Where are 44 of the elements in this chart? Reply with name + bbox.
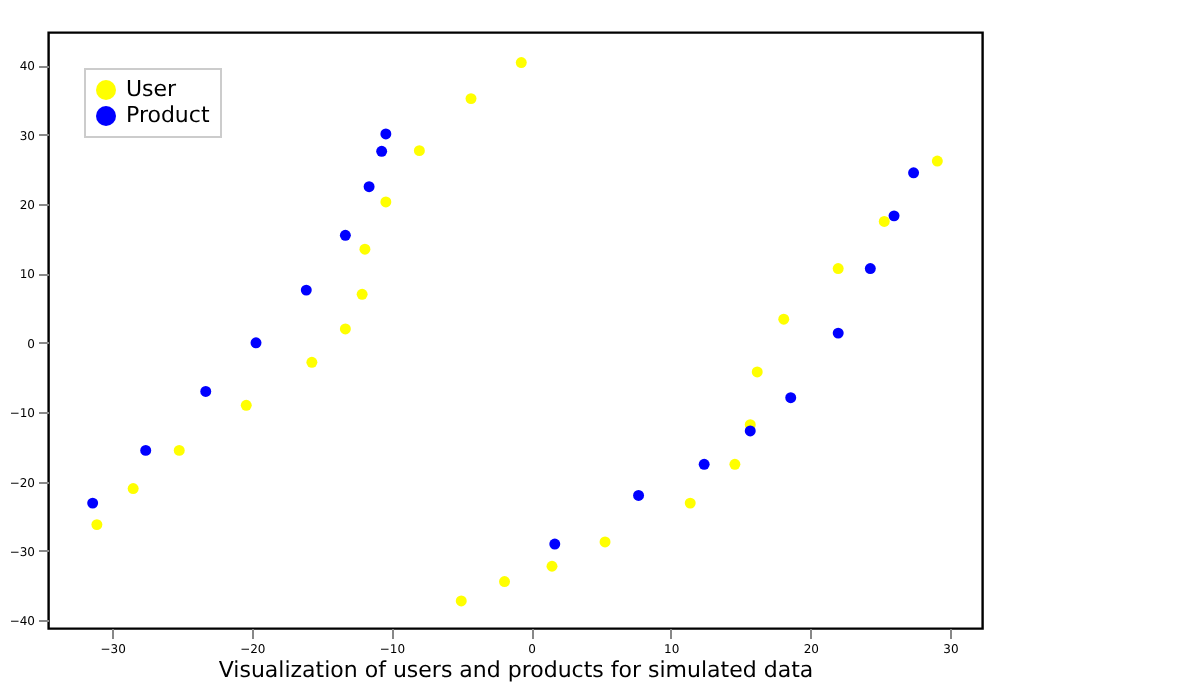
point (339, 323, 351, 335)
point (465, 93, 477, 105)
point (91, 519, 103, 531)
point (306, 356, 318, 368)
point (240, 399, 252, 411)
point (698, 458, 710, 470)
point (356, 288, 368, 300)
point (549, 538, 561, 550)
point (515, 57, 527, 68)
point (908, 167, 920, 179)
point (359, 243, 371, 255)
point (380, 196, 392, 208)
point (455, 595, 467, 607)
point (744, 425, 756, 437)
point (173, 444, 185, 456)
point (633, 490, 645, 501)
point (413, 145, 425, 157)
point (376, 145, 388, 157)
point (785, 392, 797, 404)
legend-label: Product (126, 102, 211, 128)
point (127, 483, 139, 495)
point (363, 181, 375, 193)
point (300, 284, 312, 296)
x-axis-title: Visualization of users and products for simulated data (218, 657, 814, 683)
point (931, 155, 943, 167)
point (546, 560, 558, 572)
point (751, 366, 763, 378)
point (832, 263, 844, 275)
point (380, 128, 392, 140)
point (878, 215, 890, 227)
legend-label: User (126, 76, 178, 102)
point (599, 536, 611, 548)
point (684, 497, 696, 509)
point (87, 497, 99, 509)
point (864, 263, 876, 275)
point (888, 210, 900, 222)
point (832, 327, 844, 339)
point (499, 576, 511, 587)
point (729, 458, 741, 470)
point (200, 385, 212, 397)
point (339, 229, 351, 241)
point (140, 444, 152, 456)
point (778, 313, 790, 325)
point (250, 337, 262, 349)
